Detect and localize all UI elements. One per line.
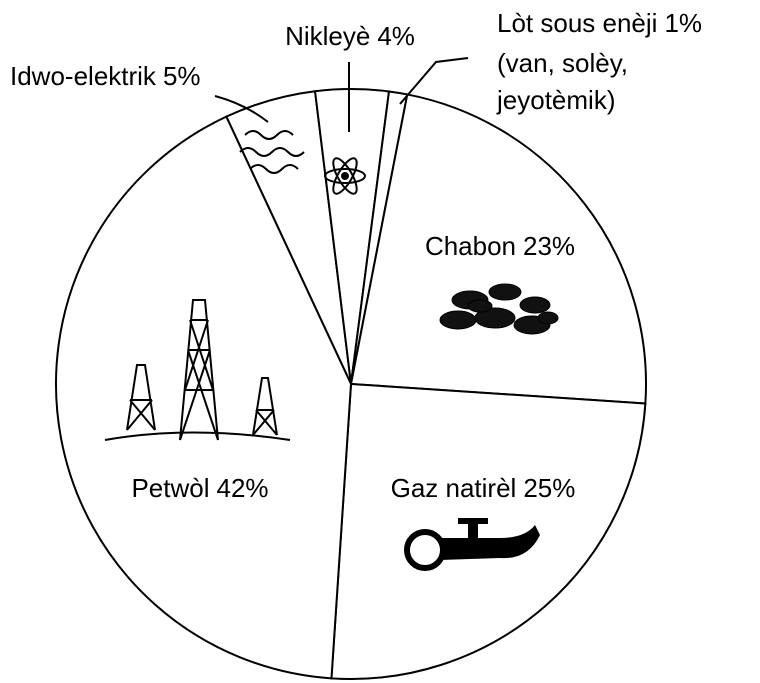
- value-label: 23%: [523, 231, 575, 261]
- labels: Idwo-elektrik 5% Nikleyè 4% Lòt sous enèji 1%…: [10, 8, 702, 503]
- slice-label: Idwo-elektrik 5%: [10, 61, 201, 91]
- category-name: Chabon: [425, 231, 516, 261]
- annotation: jeyotèmik): [496, 85, 615, 115]
- value-label: 5%: [163, 61, 201, 91]
- category-name: Petwòl: [131, 473, 209, 503]
- value-label: 1%: [664, 8, 702, 38]
- category-name: Gaz natirèl: [391, 473, 517, 503]
- value-label: 25%: [523, 473, 575, 503]
- value-label: 42%: [217, 473, 269, 503]
- atom-icon: [324, 157, 366, 195]
- water-icon: [239, 130, 305, 174]
- leader-line: [214, 95, 269, 123]
- oil-derrick-icon: [104, 299, 291, 441]
- slice-label: Chabon 23%: [425, 231, 575, 261]
- category-name: Idwo-elektrik: [10, 61, 157, 91]
- pie-slice: [349, 93, 647, 405]
- category-name: Lòt sous enèji: [497, 8, 657, 38]
- pie-slice: [330, 382, 647, 680]
- slice-label: Lòt sous enèji 1%: [497, 8, 702, 38]
- leader-line: [399, 57, 469, 105]
- pie: [55, 88, 647, 680]
- gas-tap-icon: [404, 518, 540, 571]
- value-label: 4%: [377, 21, 415, 51]
- coal-icon: [439, 283, 559, 335]
- annotation: (van, solèy,: [497, 48, 628, 78]
- slice-label: Nikleyè 4%: [285, 21, 415, 51]
- slice-label: Gaz natirèl 25%: [391, 473, 576, 503]
- category-name: Nikleyè: [285, 21, 370, 51]
- slice-label: Petwòl 42%: [131, 473, 268, 503]
